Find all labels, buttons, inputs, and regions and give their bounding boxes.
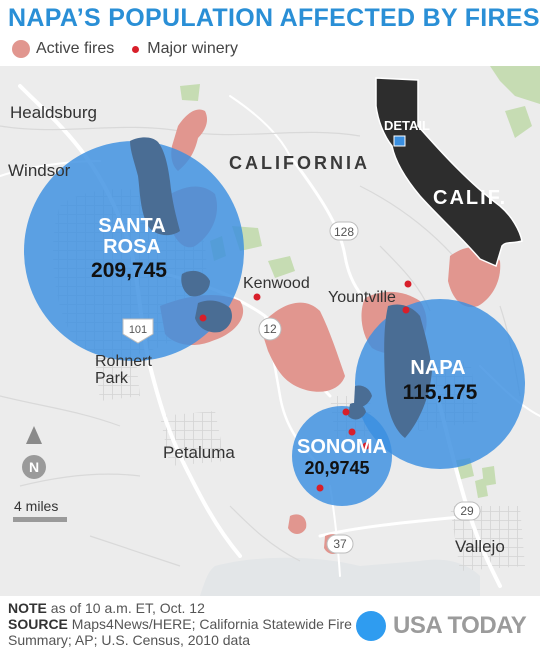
usa-today-logo-icon xyxy=(356,611,386,641)
hwy-37-shield: 37 xyxy=(326,534,354,554)
scale-bar-line xyxy=(13,517,67,522)
winery-santa-rosa xyxy=(199,314,207,322)
winery-yountville-2 xyxy=(402,306,410,314)
city-kenwood: Kenwood xyxy=(243,275,310,292)
winery-sonoma-1 xyxy=(342,408,350,416)
hwy-12-shield: 12 xyxy=(258,317,282,341)
note-label: NOTE xyxy=(8,600,47,616)
source-text: Maps4News/HERE; California Statewide Fir… xyxy=(8,616,352,648)
inset-detail-label: DETAIL xyxy=(384,118,430,133)
scale-bar: 4 miles xyxy=(13,498,67,522)
hwy-37-label: 37 xyxy=(333,537,347,551)
hwy-12-label: 12 xyxy=(263,322,277,336)
winery-swatch xyxy=(132,45,140,53)
inset-calif-label: CALIF. xyxy=(433,187,507,209)
legend: Active fires Major winery xyxy=(12,39,238,59)
california-label: CALIFORNIA xyxy=(229,153,370,173)
hwy-128-shield: 128 xyxy=(329,221,359,241)
hwy-29-label: 29 xyxy=(460,504,474,518)
winery-markers xyxy=(199,280,412,492)
usa-today-logo: USA TODAY xyxy=(393,612,527,639)
note-line: NOTE as of 10 a.m. ET, Oct. 12 xyxy=(8,600,378,616)
north-label: N xyxy=(29,459,39,475)
detail-marker xyxy=(393,135,406,147)
hwy-101-shield: 101 xyxy=(122,318,154,344)
napa-value: 115,175 xyxy=(403,381,478,404)
santa-rosa-circle xyxy=(24,141,244,361)
source-label: SOURCE xyxy=(8,616,68,632)
winery-sonoma-3 xyxy=(362,442,370,450)
winery-yountville-1 xyxy=(404,280,412,288)
sonoma-value: 20,9745 xyxy=(304,458,369,478)
active-fires-swatch xyxy=(12,40,30,58)
city-healdsburg: Healdsburg xyxy=(10,103,97,122)
footer-notes: NOTE as of 10 a.m. ET, Oct. 12 SOURCE Ma… xyxy=(8,600,378,648)
north-arrow: N xyxy=(22,426,46,479)
note-text: as of 10 a.m. ET, Oct. 12 xyxy=(46,600,205,616)
winery-kenwood xyxy=(253,293,261,301)
winery-sonoma-2 xyxy=(348,428,356,436)
source-line: SOURCE Maps4News/HERE; California Statew… xyxy=(8,616,378,648)
city-rohnert: Rohnert Park xyxy=(95,353,152,387)
city-yountville: Yountville xyxy=(328,289,396,306)
sonoma-circle xyxy=(292,406,392,506)
city-petaluma: Petaluma xyxy=(163,443,235,462)
napa-name: NAPA xyxy=(410,357,465,379)
city-windsor: Windsor xyxy=(8,161,71,180)
winery-sonoma-4 xyxy=(316,484,324,492)
scale-label: 4 miles xyxy=(14,498,58,514)
north-arrow-icon xyxy=(26,426,42,444)
legend-fires-label: Active fires xyxy=(36,40,115,57)
map[interactable]: 128 12 101 29 37 Healdsburg Windsor Kenw… xyxy=(0,66,540,596)
sonoma-name: SONOMA xyxy=(297,436,387,458)
city-labels: Healdsburg Windsor Kenwood Yountville Ro… xyxy=(8,103,505,556)
population-labels: SANTA ROSA 209,745 NAPA 115,175 SONOMA 20… xyxy=(91,215,478,478)
santa-rosa-name: SANTA ROSA xyxy=(98,215,165,258)
city-vallejo: Vallejo xyxy=(455,537,505,556)
hwy-29-shield: 29 xyxy=(453,501,481,521)
highway-shields: 128 12 101 29 37 xyxy=(122,221,481,554)
fire-nuns-east xyxy=(260,302,345,392)
california-inset xyxy=(375,77,523,268)
hwy-101-label: 101 xyxy=(129,324,147,336)
fire-sonoma-south xyxy=(288,514,307,534)
fire-overlap xyxy=(130,137,432,438)
hwy-128-label: 128 xyxy=(334,225,354,239)
santa-rosa-value: 209,745 xyxy=(91,259,167,282)
page-title: NAPA’S POPULATION AFFECTED BY FIRES xyxy=(8,4,540,32)
legend-winery-label: Major winery xyxy=(147,40,238,57)
